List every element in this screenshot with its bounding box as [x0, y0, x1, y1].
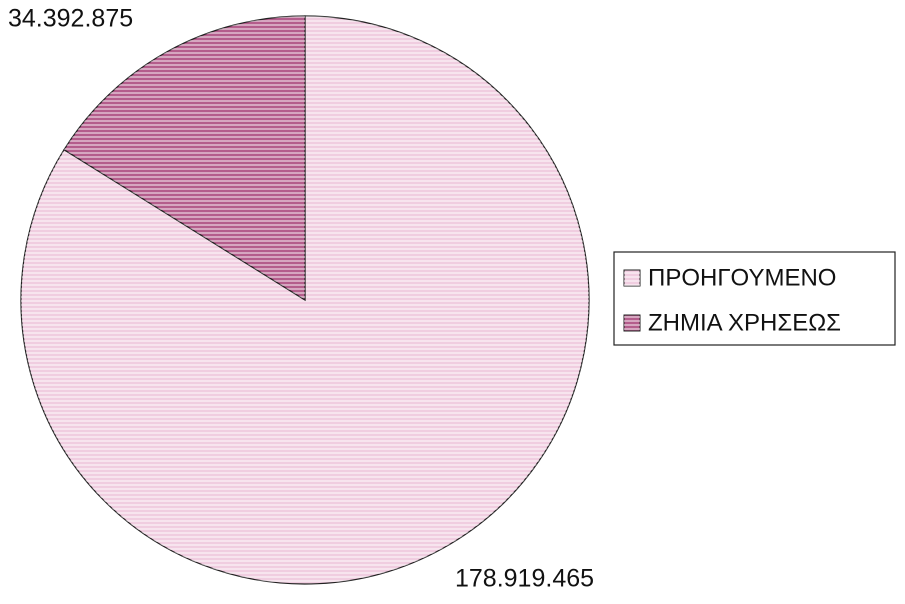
legend-swatch-texture	[624, 315, 640, 331]
data-label: 178.919.465	[455, 565, 594, 593]
legend-label: ΠΡΟΗΓΟΥΜΕΝΟ	[648, 264, 836, 291]
legend: ΠΡΟΗΓΟΥΜΕΝΟ ΖΗΜΙΑ ΧΡΗΣΕΩΣ	[623, 264, 841, 336]
pie: 178.919.465 34.392.875	[8, 5, 594, 593]
legend-swatch-texture	[624, 270, 640, 286]
legend-box	[613, 251, 896, 346]
data-label: 34.392.875	[8, 5, 133, 33]
slice-texture	[64, 16, 305, 300]
legend-label: ΖΗΜΙΑ ΧΡΗΣΕΩΣ	[648, 309, 841, 336]
